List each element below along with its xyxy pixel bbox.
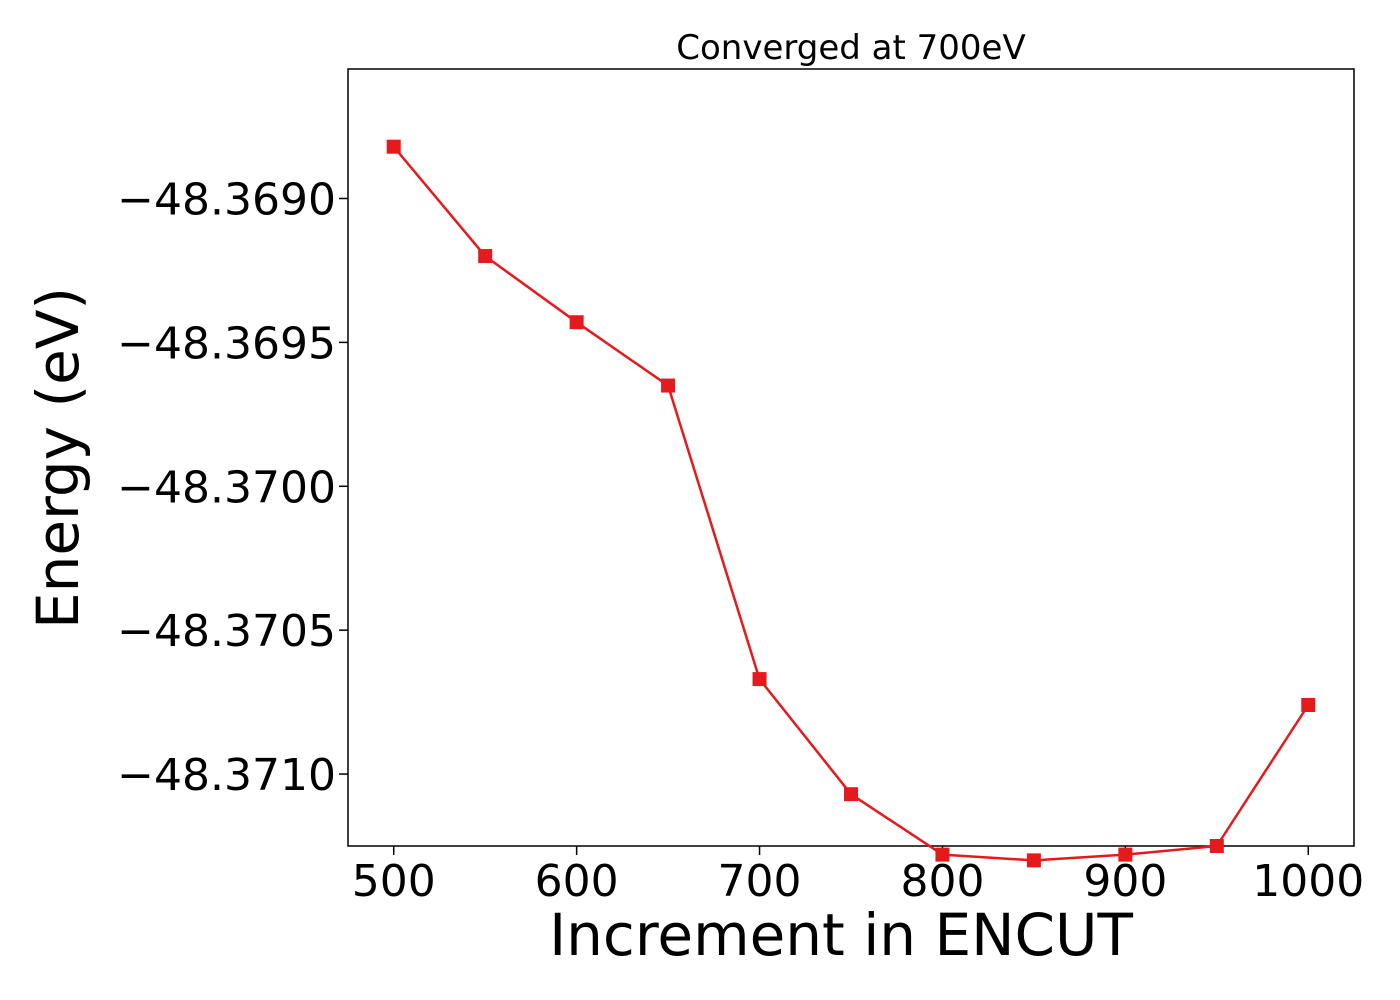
data-point-marker [1026, 853, 1041, 868]
y-tick-label: −48.3695 [117, 318, 336, 369]
data-point-marker [935, 847, 950, 862]
x-axis-label: Increment in ENCUT [549, 901, 1133, 969]
y-axis-ticks: −48.3690 −48.3695 −48.3700 −48.3705 −48.3710 [117, 175, 348, 801]
x-tick-label: 900 [1083, 856, 1167, 907]
data-point-marker [478, 249, 493, 264]
plot-area [347, 68, 1355, 847]
y-tick-label: −48.3700 [117, 462, 336, 513]
x-axis-ticks: 500 600 700 800 900 1000 [352, 846, 1364, 907]
x-tick-label: 500 [352, 856, 436, 907]
series-line [392, 145, 1310, 862]
data-point-marker [569, 315, 584, 330]
y-axis-label: Energy (eV) [24, 287, 92, 629]
x-tick-label: 1000 [1252, 856, 1364, 907]
x-tick-label: 800 [900, 856, 984, 907]
data-point-marker [386, 139, 401, 154]
data-point-marker [1209, 839, 1224, 853]
y-tick-label: −48.3710 [117, 750, 336, 801]
chart-title: Converged at 700eV [676, 28, 1025, 68]
y-tick-label: −48.3705 [117, 606, 336, 657]
y-tick-label: −48.3690 [117, 175, 336, 226]
data-point-marker [844, 787, 858, 802]
data-point-marker [752, 672, 767, 687]
data-point-marker [661, 378, 676, 393]
x-tick-label: 600 [535, 856, 619, 907]
series-layer [386, 139, 1316, 868]
data-point-marker [1118, 847, 1133, 862]
data-point-marker [1301, 697, 1316, 712]
x-tick-label: 700 [718, 856, 802, 907]
